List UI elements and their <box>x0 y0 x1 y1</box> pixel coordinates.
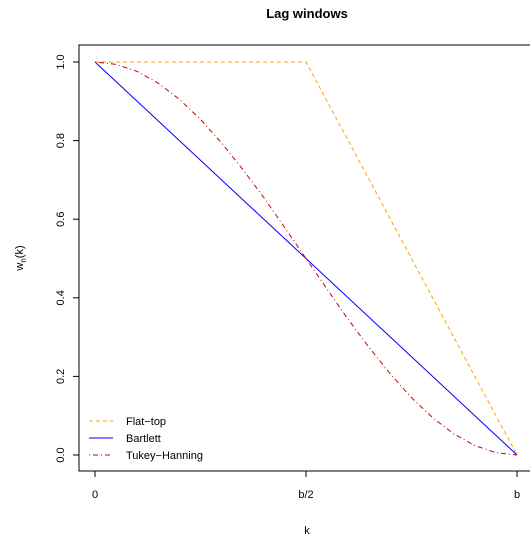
chart-title: Lag windows <box>266 6 348 21</box>
x-axis-label: k <box>304 525 310 535</box>
series-layer <box>94 61 518 456</box>
y-axis-label-arg: (k) <box>14 245 26 258</box>
y-axis-label: wn(k) <box>14 245 28 271</box>
y-tick-label: 0.8 <box>55 133 67 148</box>
x-axis: 0 b/2 b <box>92 470 520 501</box>
y-axis-label-sub: n <box>19 258 28 262</box>
legend-label: Flat−top <box>126 416 166 428</box>
series-line-1 <box>94 61 518 456</box>
legend-label: Tukey−Hanning <box>126 450 203 462</box>
legend: Flat−top Bartlett Tukey−Hanning <box>89 416 203 462</box>
x-tick-label: b <box>514 489 520 501</box>
x-tick-label: 0 <box>92 489 98 501</box>
series-line-0 <box>95 61 518 456</box>
y-tick-label: 0.2 <box>55 369 67 384</box>
y-tick-label: 0.0 <box>55 447 67 462</box>
legend-label: Bartlett <box>126 433 161 445</box>
y-axis: 0.0 0.2 0.4 0.6 0.8 1.0 <box>55 54 80 463</box>
y-tick-label: 0.4 <box>55 290 67 305</box>
series-line-2 <box>94 61 518 456</box>
x-tick-label: b/2 <box>298 489 313 501</box>
y-axis-label-main: w <box>14 263 26 272</box>
plot-frame <box>78 44 530 472</box>
y-tick-label: 0.6 <box>55 212 67 227</box>
y-tick-label: 1.0 <box>55 54 67 69</box>
